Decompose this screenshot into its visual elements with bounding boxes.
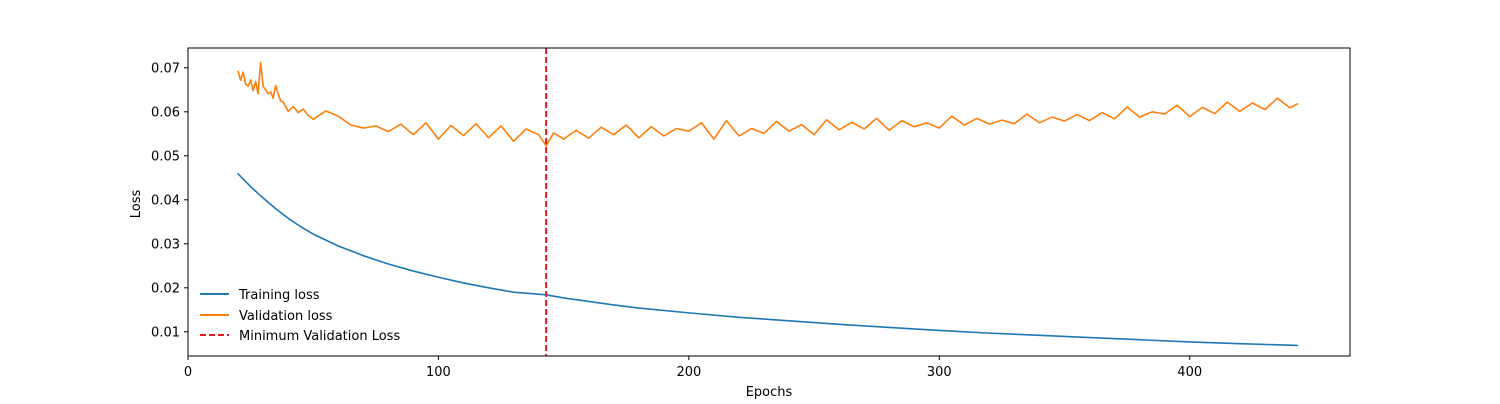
legend: Training loss Validation loss Minimum Va… [200, 288, 400, 344]
y-axis-label: Loss [129, 190, 144, 219]
y-tick-label: 0.02 [151, 281, 180, 296]
x-tick-label: 400 [1177, 365, 1202, 380]
plot-frame [187, 47, 1351, 357]
x-axis-label: Epochs [746, 385, 793, 400]
y-tick-label: 0.01 [151, 325, 180, 340]
x-tick-label: 0 [184, 365, 192, 380]
x-tick-label: 300 [927, 365, 952, 380]
y-tick-label: 0.07 [151, 61, 180, 76]
validation-loss-line [237, 61, 1299, 147]
legend-label-validation: Validation loss [239, 309, 333, 324]
legend-label-training: Training loss [238, 288, 320, 303]
legend-label-minimum: Minimum Validation Loss [239, 329, 400, 344]
x-tick-label: 100 [426, 365, 451, 380]
y-tick-label: 0.06 [151, 105, 180, 120]
y-tick-label: 0.03 [151, 237, 180, 252]
x-tick-label: 200 [676, 365, 701, 380]
training-loss-line [237, 173, 1299, 347]
y-tick-label: 0.04 [151, 193, 180, 208]
y-tick-label: 0.05 [151, 149, 180, 164]
